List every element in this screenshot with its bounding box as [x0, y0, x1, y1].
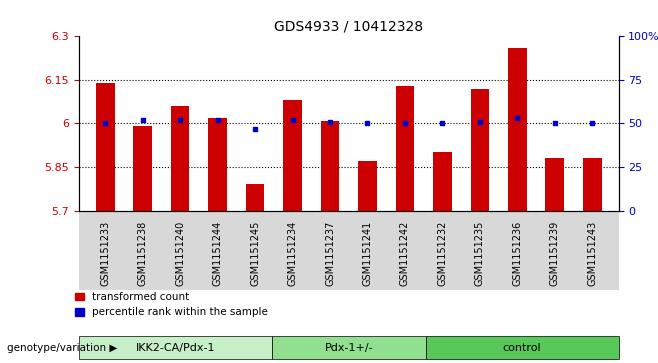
Point: [288, 117, 298, 123]
Bar: [508, 48, 526, 211]
Point: [549, 121, 560, 126]
Bar: [245, 184, 265, 211]
Point: [512, 115, 522, 121]
Bar: [583, 158, 601, 211]
Bar: [171, 106, 190, 211]
Point: [250, 126, 261, 131]
Point: [399, 121, 410, 126]
Point: [474, 119, 485, 125]
Bar: [395, 86, 415, 211]
Point: [175, 117, 186, 123]
Point: [362, 121, 372, 126]
Title: GDS4933 / 10412328: GDS4933 / 10412328: [274, 20, 423, 34]
Point: [213, 117, 223, 123]
Point: [587, 121, 597, 126]
Point: [437, 121, 447, 126]
Text: genotype/variation ▶: genotype/variation ▶: [7, 343, 117, 352]
Bar: [134, 126, 152, 211]
Bar: [470, 89, 490, 211]
Point: [138, 117, 148, 123]
Legend: transformed count, percentile rank within the sample: transformed count, percentile rank withi…: [71, 288, 272, 322]
Bar: [358, 161, 377, 211]
Bar: [320, 121, 340, 211]
Bar: [96, 83, 114, 211]
Point: [325, 119, 336, 125]
Text: Pdx-1+/-: Pdx-1+/-: [324, 343, 373, 352]
Bar: [208, 118, 227, 211]
Text: control: control: [503, 343, 542, 352]
Bar: [545, 158, 564, 211]
Bar: [433, 152, 452, 211]
Point: [100, 121, 111, 126]
Bar: [283, 100, 302, 211]
Text: IKK2-CA/Pdx-1: IKK2-CA/Pdx-1: [136, 343, 215, 352]
